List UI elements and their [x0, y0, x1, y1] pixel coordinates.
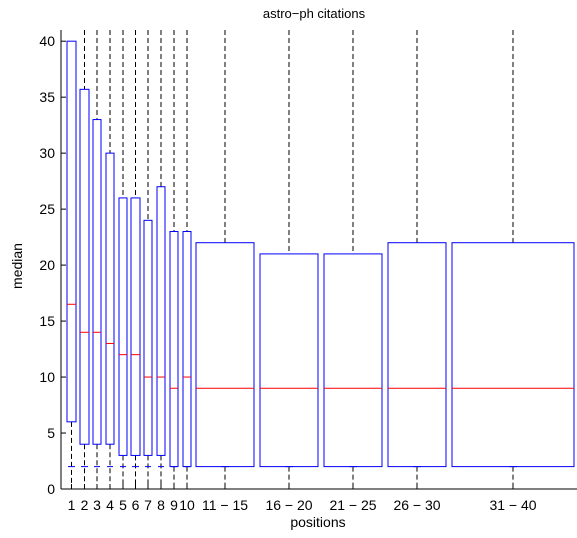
- y-tick-label: 0: [47, 481, 55, 497]
- box: [451, 242, 575, 468]
- y-tick-label: 20: [39, 257, 55, 273]
- box: [118, 197, 128, 456]
- x-tick-label: 31 − 40: [489, 497, 536, 513]
- box: [323, 253, 383, 468]
- x-tick-label: 11 − 15: [202, 497, 248, 513]
- x-axis-label: positions: [290, 514, 345, 530]
- y-tick-label: 5: [47, 425, 55, 441]
- x-tick-label: 8: [157, 497, 165, 513]
- y-tick-label: 10: [39, 369, 55, 385]
- x-tick-label: 9: [170, 497, 178, 513]
- box: [66, 40, 77, 423]
- box: [105, 152, 115, 445]
- y-tick-label: 35: [39, 89, 55, 105]
- chart-title: astro−ph citations: [263, 6, 366, 21]
- x-tick-label: 21 − 25: [329, 497, 376, 513]
- x-tick-label: 7: [144, 497, 152, 513]
- x-tick-label: 6: [132, 497, 140, 513]
- x-tick-label: 2: [81, 497, 89, 513]
- y-tick-label: 25: [39, 201, 55, 217]
- box: [182, 231, 192, 468]
- box: [79, 88, 90, 445]
- x-tick-label: 4: [106, 497, 114, 513]
- box: [130, 197, 141, 456]
- x-tick-label: 1: [68, 497, 76, 513]
- y-tick-label: 40: [39, 33, 55, 49]
- x-tick-label: 16 − 20: [265, 497, 312, 513]
- y-tick-label: 30: [39, 145, 55, 161]
- box: [259, 253, 319, 468]
- x-tick-label: 5: [119, 497, 127, 513]
- box: [169, 231, 179, 468]
- box: [195, 242, 255, 468]
- x-tick-label: 10: [179, 497, 195, 513]
- box: [143, 219, 153, 456]
- box: [92, 119, 102, 445]
- x-tick-label: 3: [93, 497, 101, 513]
- box: [156, 186, 166, 456]
- x-tick-label: 26 − 30: [393, 497, 440, 513]
- box: [387, 242, 447, 468]
- y-tick-label: 15: [39, 313, 55, 329]
- y-axis-label: median: [9, 243, 25, 289]
